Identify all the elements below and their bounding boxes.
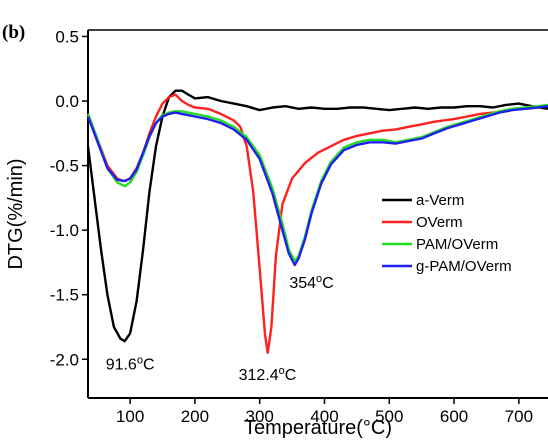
x-tick-label: 400 <box>310 407 338 426</box>
peak-annotations: 91.6oC 312.4oC 354oC <box>106 273 334 384</box>
panel-label: (b) <box>2 22 25 43</box>
peak-label: 354oC <box>289 273 333 292</box>
peak-label: 91.6oC <box>106 355 155 374</box>
legend-label: PAM/OVerm <box>416 236 498 253</box>
y-tick-label: -1.0 <box>50 221 79 240</box>
series-line-a-verm <box>86 89 548 343</box>
y-tick-label: 0.5 <box>55 27 79 46</box>
peak-label: 312.4oC <box>239 365 297 384</box>
plot-frame <box>87 29 548 399</box>
series-line-overm <box>86 93 548 354</box>
y-tick-label: 0.0 <box>55 92 79 111</box>
series-line-g-pam-overm <box>86 105 548 267</box>
y-tick-label: -1.5 <box>50 286 79 305</box>
x-tick-label: 300 <box>246 407 274 426</box>
x-tick-label: 700 <box>505 407 533 426</box>
x-tick-label: 200 <box>181 407 209 426</box>
legend: a-Verm OVerm PAM/OVerm g-PAM/OVerm <box>382 192 512 275</box>
series-group <box>86 89 548 354</box>
y-tick-label: -2.0 <box>50 350 79 369</box>
legend-label: OVerm <box>416 214 463 231</box>
x-tick-label: 500 <box>375 407 403 426</box>
legend-label: g-PAM/OVerm <box>416 258 512 275</box>
axis-ticks: 100 200 300 400 500 600 700 -2.0 -1.5 -1.0 -0.5 0.0… <box>50 27 533 426</box>
x-tick-label: 600 <box>440 407 468 426</box>
y-axis-title: DTG(%/min) <box>5 158 27 269</box>
x-axis-title: Temperature(°C) <box>244 417 392 439</box>
x-tick-label: 100 <box>116 407 144 426</box>
y-tick-label: -0.5 <box>50 157 79 176</box>
legend-label: a-Verm <box>416 192 464 209</box>
